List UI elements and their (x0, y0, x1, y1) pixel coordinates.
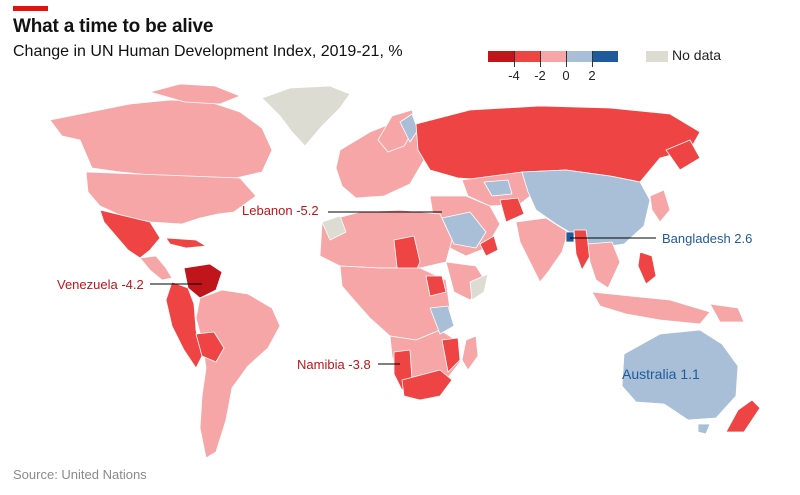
legend-tick (540, 51, 541, 67)
australia-annotation: Australia 1.1 (622, 366, 700, 382)
region-arctic-islands (149, 83, 241, 105)
region-china (521, 169, 651, 249)
region-mozambique (441, 337, 461, 373)
region-madagascar (461, 335, 479, 371)
region-south-africa (401, 369, 453, 401)
legend-swatch-deep-red (488, 51, 514, 62)
region-greenland (261, 85, 351, 147)
region-central-america (139, 255, 173, 281)
legend-tick-label: 2 (588, 68, 596, 83)
region-new-zealand (725, 399, 761, 433)
legend-tick-label: -4 (508, 68, 520, 83)
region-afghanistan (499, 197, 525, 223)
lebanon-annotation: Lebanon -5.2 (242, 203, 319, 218)
region-andes (165, 281, 203, 369)
legend-tick (592, 51, 593, 67)
region-usa (85, 171, 257, 225)
region-australia (621, 329, 739, 421)
legend-tick (566, 51, 567, 67)
color-legend: -4 -2 0 2 No data (488, 47, 728, 88)
legend-tick-label: -2 (534, 68, 546, 83)
legend-swatch-blue (592, 51, 618, 62)
region-oman (479, 235, 499, 257)
region-kazakhstan (483, 179, 513, 197)
venezuela-annotation: Venezuela -4.2 (57, 277, 144, 292)
region-india (515, 217, 569, 283)
region-bangladesh (565, 231, 575, 243)
brand-red-bar (13, 6, 48, 11)
region-south-america (195, 289, 281, 459)
region-se-asia (587, 241, 621, 289)
legend-no-data-label: No data (672, 47, 722, 63)
region-japan (649, 189, 671, 223)
legend-tick-label: 0 (562, 68, 570, 83)
source-note: Source: United Nations (13, 467, 147, 482)
bangladesh-annotation: Bangladesh 2.6 (662, 231, 753, 246)
region-kamchatka (665, 139, 701, 171)
legend-swatch-red (514, 51, 540, 62)
namibia-annotation: Namibia -3.8 (297, 357, 371, 372)
region-morocco (321, 215, 347, 241)
region-indonesia (591, 291, 711, 325)
legend-no-data-swatch (646, 51, 668, 62)
legend-swatch-pink (540, 51, 566, 62)
region-canada (49, 99, 273, 179)
chart-title: What a time to be alive (13, 16, 214, 37)
region-bolivia (195, 331, 225, 363)
region-philippines (637, 251, 657, 285)
region-tanzania (429, 305, 455, 335)
chart-subtitle: Change in UN Human Development Index, 20… (13, 43, 403, 60)
region-papua (709, 303, 745, 323)
region-south-sudan (425, 275, 447, 297)
region-somalia (469, 273, 489, 301)
legend-tick (514, 51, 515, 67)
region-myanmar (573, 229, 591, 271)
region-tasmania (697, 423, 711, 435)
legend-swatch-light-blue (566, 51, 592, 62)
region-caribbean (165, 237, 207, 249)
